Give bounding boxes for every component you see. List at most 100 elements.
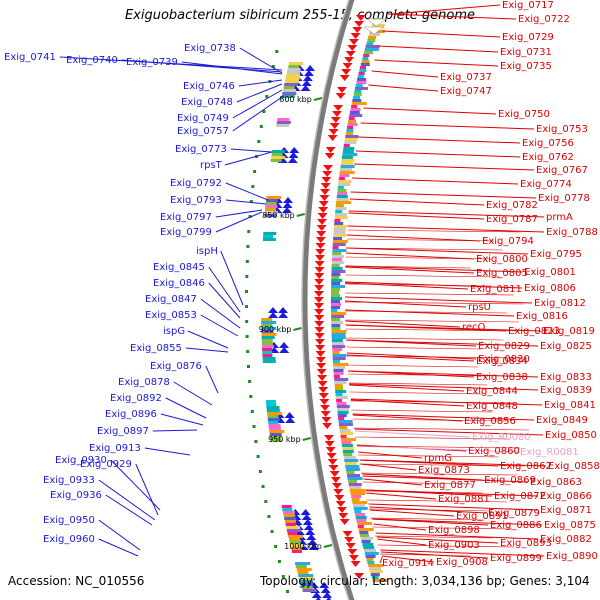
reverse-gene-arrow: [301, 80, 312, 86]
forward-gene-box: [336, 198, 349, 201]
reverse-gene-box: [295, 565, 307, 568]
reverse-gene-arrow: [306, 534, 317, 540]
left-leader-line: [238, 79, 283, 87]
left-leader-line: [208, 282, 241, 319]
forward-gene-box: [340, 432, 354, 435]
forward-gene-box: [331, 285, 346, 288]
kbp-tick-mark: [293, 327, 302, 331]
reverse-gene-box: [270, 439, 282, 442]
forward-gene-arrow: [317, 375, 328, 381]
left-leader-line: [225, 199, 267, 205]
right-leader-line: [354, 430, 471, 438]
gc-tick: [253, 170, 257, 173]
forward-gene-box: [349, 489, 365, 492]
forward-gene-arrow: [342, 63, 353, 69]
left-leader-line: [187, 330, 229, 349]
forward-gene-arrow: [316, 231, 327, 237]
forward-gene-box: [352, 99, 362, 102]
left-gene-label: Exig_0746: [183, 81, 235, 92]
left-leader-line: [173, 381, 213, 406]
forward-gene-arrow: [342, 531, 353, 537]
left-gene-label: Exig_0896: [105, 409, 157, 420]
reverse-gene-box: [289, 538, 300, 541]
right-gene-label: Exig_0898: [428, 525, 480, 536]
right-leader-line: [366, 499, 507, 503]
reverse-gene-arrow: [278, 307, 288, 313]
forward-gene-box: [348, 483, 362, 486]
forward-gene-arrow: [315, 345, 326, 351]
left-gene-label: Exig_0799: [160, 227, 212, 238]
left-gene-label: Exig_0855: [130, 343, 182, 354]
gc-tick: [247, 365, 250, 368]
right-leader-line: [350, 400, 514, 404]
left-leader-line: [232, 89, 283, 119]
forward-gene-box: [359, 69, 367, 72]
reverse-gene-box: [289, 62, 303, 65]
right-leader-line: [348, 382, 488, 386]
forward-gene-arrow: [339, 519, 350, 525]
right-leader-line: [359, 463, 526, 467]
left-gene-label: Exig_0846: [153, 278, 205, 289]
forward-gene-box: [335, 204, 344, 207]
forward-gene-box: [343, 144, 350, 147]
forward-gene-box: [355, 513, 365, 516]
forward-gene-arrow: [337, 87, 347, 93]
forward-gene-box: [369, 33, 380, 36]
forward-gene-box: [338, 177, 345, 180]
forward-gene-box: [350, 492, 366, 495]
right-leader-line: [344, 301, 524, 305]
gc-tick: [265, 95, 269, 98]
right-gene-label: Exig_0830: [478, 354, 530, 365]
reverse-gene-box: [283, 89, 296, 92]
left-gene-label: Exig_0878: [118, 377, 170, 388]
left-leader-line: [121, 59, 283, 73]
reverse-gene-box: [261, 324, 273, 327]
right-gene-label: Exig_0811: [470, 284, 522, 295]
reverse-gene-box: [265, 205, 278, 208]
gc-tick: [245, 320, 249, 323]
forward-gene-arrow: [330, 477, 341, 483]
right-gene-label: Exig_0823: [508, 326, 560, 337]
right-leader-line: [347, 229, 521, 233]
forward-gene-box: [338, 183, 351, 186]
forward-gene-arrow: [322, 423, 333, 429]
right-leader-line: [348, 210, 545, 218]
forward-gene-box: [360, 66, 366, 69]
forward-gene-box: [355, 87, 368, 90]
reverse-gene-box: [284, 520, 296, 523]
reverse-gene-box: [270, 159, 282, 162]
reverse-gene-box: [301, 586, 313, 589]
forward-gene-box: [332, 360, 340, 363]
reverse-gene-arrow: [289, 147, 300, 153]
kbp-tick-label: 1000 kbp: [284, 542, 322, 551]
forward-gene-box: [368, 36, 377, 39]
forward-gene-arrow: [332, 111, 342, 117]
forward-rna-arrow: [365, 18, 388, 27]
backbone-shadow: [301, 0, 350, 600]
forward-gene-box: [332, 255, 345, 258]
forward-gene-arrow: [314, 255, 325, 261]
forward-gene-arrow: [314, 261, 325, 267]
forward-gene-box: [349, 486, 362, 489]
reverse-gene-box: [261, 336, 275, 339]
left-leader-line: [160, 413, 204, 426]
forward-gene-box: [363, 546, 375, 549]
left-gene-label: Exig_0740: [66, 55, 118, 66]
right-gene-label: Exig_0869: [484, 475, 536, 486]
left-leader-line: [165, 397, 207, 419]
forward-gene-box: [364, 48, 379, 51]
forward-gene-box: [333, 375, 340, 378]
forward-gene-box: [364, 51, 373, 54]
forward-gene-box: [367, 561, 375, 564]
forward-gene-box: [341, 444, 353, 447]
left-gene-label: Exig_0749: [177, 113, 229, 124]
right-leader-line: [345, 309, 515, 317]
forward-gene-arrow: [318, 201, 329, 207]
forward-gene-box: [360, 537, 373, 540]
forward-gene-arrow: [324, 441, 335, 447]
reverse-gene-box: [269, 430, 285, 433]
forward-gene-arrow: [352, 27, 363, 33]
right-leader-line: [346, 346, 482, 350]
forward-gene-arrow: [318, 393, 329, 399]
left-gene-label: Exig_0930: [55, 455, 107, 466]
